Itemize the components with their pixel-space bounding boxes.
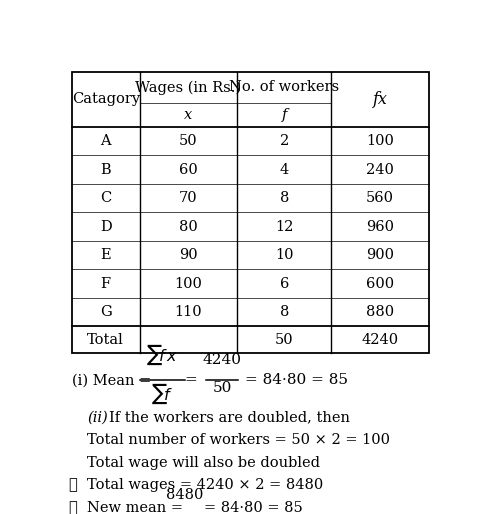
Text: If the workers are doubled, then: If the workers are doubled, then: [109, 411, 350, 425]
Text: 880: 880: [365, 305, 393, 319]
Text: 10: 10: [274, 248, 293, 262]
Text: $\sum\!f$: $\sum\!f$: [151, 381, 173, 406]
Text: 70: 70: [179, 191, 197, 205]
Text: (i) Mean =: (i) Mean =: [72, 374, 151, 388]
Text: (ii): (ii): [87, 411, 107, 425]
Text: E: E: [100, 248, 111, 262]
Text: D: D: [100, 219, 111, 234]
Text: f: f: [281, 108, 287, 122]
Text: 100: 100: [365, 134, 393, 148]
Text: =: =: [183, 373, 197, 387]
Text: No. of workers: No. of workers: [229, 80, 339, 95]
Text: 2: 2: [279, 134, 288, 148]
Text: 50: 50: [212, 381, 231, 395]
Text: B: B: [100, 163, 111, 177]
Text: = 84·80 = 85: = 84·80 = 85: [244, 373, 347, 387]
Text: 50: 50: [274, 333, 293, 347]
Text: 110: 110: [174, 305, 202, 319]
Text: = 84·80 = 85: = 84·80 = 85: [204, 501, 302, 514]
Text: New mean =: New mean =: [87, 501, 182, 514]
Text: 12: 12: [274, 219, 293, 234]
Text: 90: 90: [179, 248, 197, 262]
Text: Total: Total: [87, 333, 124, 347]
Text: 4240: 4240: [361, 333, 398, 347]
Text: Total wage will also be doubled: Total wage will also be doubled: [87, 456, 319, 470]
Text: 960: 960: [365, 219, 393, 234]
Text: Catagory: Catagory: [72, 93, 139, 106]
Text: 8: 8: [279, 305, 288, 319]
Text: 60: 60: [179, 163, 197, 177]
Text: ∴: ∴: [68, 501, 77, 514]
Text: $\sum\!f\,x$: $\sum\!f\,x$: [146, 343, 178, 367]
Text: 600: 600: [365, 277, 393, 291]
Text: A: A: [100, 134, 111, 148]
Text: 900: 900: [365, 248, 393, 262]
Text: 100: 100: [174, 277, 202, 291]
Text: 240: 240: [365, 163, 393, 177]
Bar: [72, 71, 428, 353]
Text: 8: 8: [279, 191, 288, 205]
Text: 8480: 8480: [166, 488, 203, 502]
Text: C: C: [100, 191, 111, 205]
Text: F: F: [101, 277, 110, 291]
Text: 4: 4: [279, 163, 288, 177]
Text: x: x: [184, 108, 192, 122]
Text: Total wages = 4240 × 2 = 8480: Total wages = 4240 × 2 = 8480: [87, 479, 322, 492]
Text: Wages (in Rs.): Wages (in Rs.): [135, 80, 241, 95]
Text: Total number of workers = 50 × 2 = 100: Total number of workers = 50 × 2 = 100: [87, 433, 389, 447]
Text: 4240: 4240: [202, 353, 241, 367]
Text: 80: 80: [179, 219, 197, 234]
Text: 6: 6: [279, 277, 288, 291]
Text: ∴: ∴: [68, 479, 77, 492]
Text: fx: fx: [372, 91, 387, 108]
Text: G: G: [100, 305, 111, 319]
Text: 50: 50: [179, 134, 197, 148]
Text: 560: 560: [365, 191, 393, 205]
